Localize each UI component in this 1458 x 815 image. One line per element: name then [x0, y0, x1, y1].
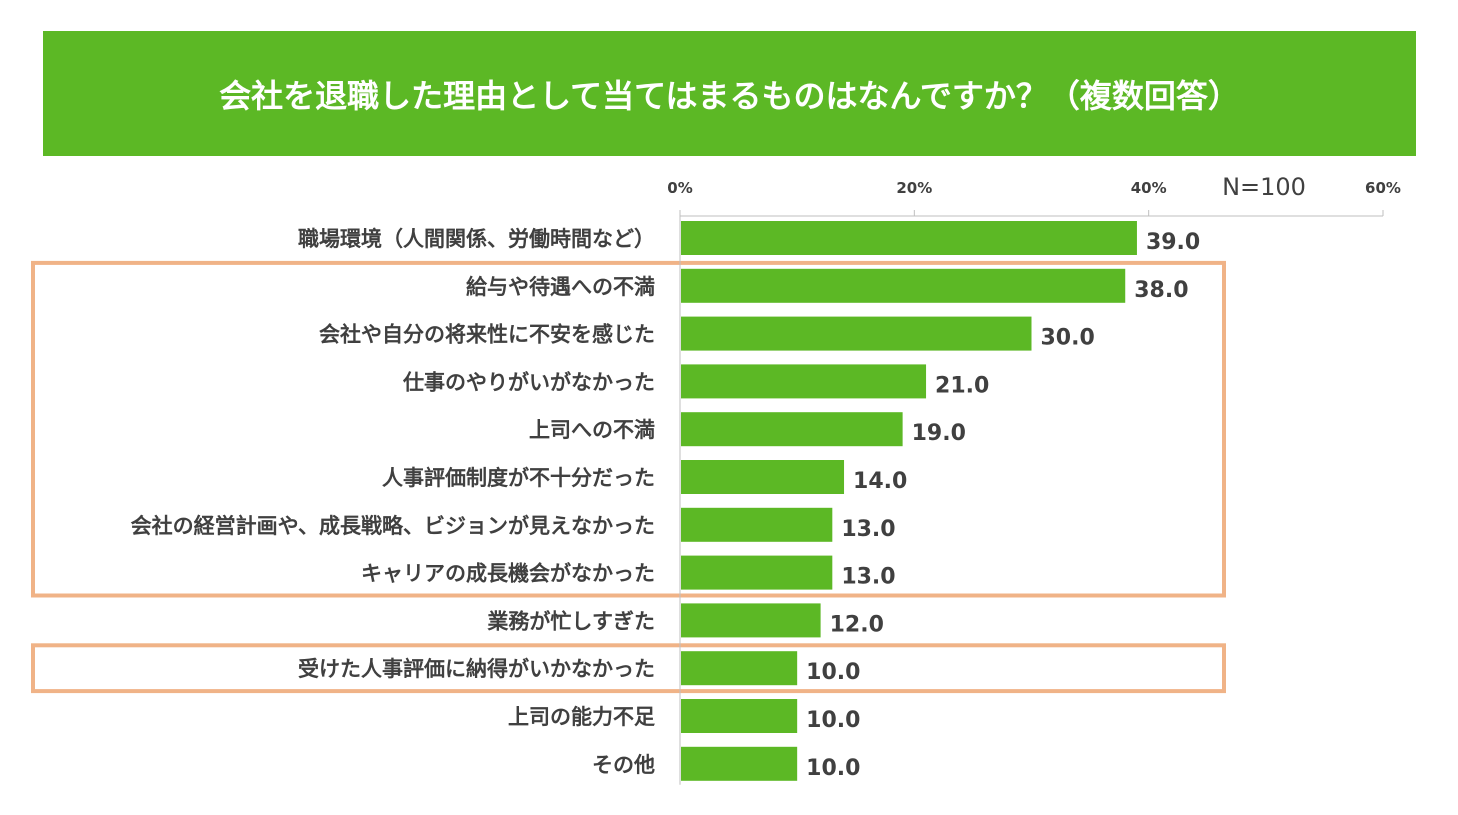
category-label: キャリアの成長機会がなかった	[361, 562, 655, 586]
data-label: 39.0	[1146, 230, 1200, 255]
bars	[681, 221, 1137, 781]
bar	[681, 699, 798, 733]
bar	[681, 221, 1137, 255]
category-label: 業務が忙しすぎた	[487, 609, 655, 633]
category-label: 仕事のやりがいがなかった	[402, 370, 655, 394]
bar	[681, 316, 1032, 351]
bar	[681, 412, 903, 447]
bar	[681, 460, 845, 494]
x-tick-label: 60%	[1365, 179, 1401, 197]
x-tick-label: 0%	[667, 179, 692, 197]
data-label: 19.0	[912, 421, 966, 446]
data-label: 13.0	[841, 565, 895, 590]
category-label: 上司への不満	[529, 418, 655, 442]
highlight-box-1	[31, 260, 1226, 598]
title-banner: 会社を退職した理由として当てはまるものはなんですか？（複数回答）	[43, 31, 1416, 156]
bar	[681, 364, 927, 399]
data-label: 10.0	[806, 708, 860, 733]
highlight-box-2	[31, 643, 1226, 694]
data-label: 13.0	[841, 517, 895, 542]
category-label: 人事評価制度が不十分だった	[382, 466, 655, 490]
category-label: その他	[592, 753, 655, 777]
bar	[681, 507, 833, 542]
bar	[681, 268, 1126, 303]
highlight-boxes	[31, 260, 1226, 694]
category-labels: 職場環境（人間関係、労働時間など） 給与や待遇への不満会社や自分の将来性に不安を感…	[131, 227, 655, 777]
data-label: 10.0	[806, 660, 860, 685]
category-label: 給与や待遇への不満	[466, 275, 655, 299]
sample-size-label: N=100	[1222, 173, 1306, 201]
data-label: 30.0	[1041, 326, 1095, 351]
category-label: 上司の能力不足	[508, 705, 655, 729]
data-label: 38.0	[1134, 278, 1188, 303]
x-tick-label: 40%	[1131, 179, 1167, 197]
x-tick-label: 20%	[896, 179, 932, 197]
data-label: 21.0	[935, 373, 989, 398]
x-axis: 0% 20% 40% 60%	[667, 179, 1401, 785]
bar	[681, 746, 798, 781]
bar	[681, 651, 798, 686]
category-label: 会社の経営計画や、成長戦略、ビジョンが見えなかった	[131, 514, 655, 538]
category-label: 受けた人事評価に納得がいかなかった	[298, 657, 655, 681]
chart-title: 会社を退職した理由として当てはまるものはなんですか？（複数回答）	[219, 76, 1240, 115]
category-label: 会社や自分の将来性に不安を感じた	[319, 323, 655, 347]
data-label: 14.0	[853, 469, 907, 494]
category-label: 職場環境（人間関係、労働時間など）	[298, 227, 655, 251]
bar	[681, 555, 833, 590]
value-labels: 39.0 38.0 30.0 21.0 19.014.0 13.0 13.0 12.0 10.0…	[806, 230, 1200, 781]
bar	[681, 603, 821, 638]
data-label: 12.0	[830, 612, 884, 637]
data-label: 10.0	[806, 756, 860, 781]
